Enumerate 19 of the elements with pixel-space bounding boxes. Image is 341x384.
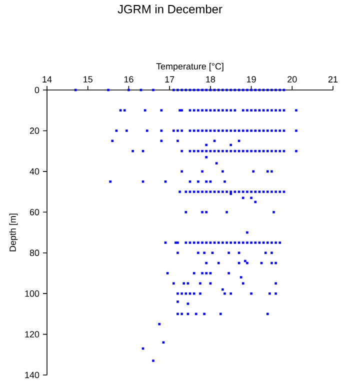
x-tick-label: 19 bbox=[246, 76, 256, 82]
y-tick-label: 140 bbox=[25, 372, 40, 378]
x-tick-label: 14 bbox=[42, 76, 52, 82]
y-tick-label: 40 bbox=[30, 168, 40, 175]
x-tick-label: 17 bbox=[165, 76, 174, 82]
y-tick-label: 120 bbox=[25, 331, 40, 338]
x-tick-label: 20 bbox=[288, 76, 297, 82]
y-tick-label: 80 bbox=[30, 250, 40, 256]
chart-title: JGRM in December bbox=[118, 4, 222, 14]
y-tick-label: 60 bbox=[30, 208, 40, 216]
x-tick-label: 21 bbox=[328, 76, 338, 82]
y-tick-label: 0 bbox=[34, 86, 40, 94]
x-tick-label: 16 bbox=[124, 76, 134, 82]
y-axis-title: Depth [m] bbox=[9, 214, 18, 252]
y-tick-label: 20 bbox=[30, 128, 40, 134]
y-tick-label: 100 bbox=[25, 290, 40, 297]
x-tick-label: 15 bbox=[84, 76, 92, 82]
x-tick-label: 18 bbox=[206, 76, 216, 82]
x-axis-title: Temperature [°C] bbox=[156, 62, 224, 72]
